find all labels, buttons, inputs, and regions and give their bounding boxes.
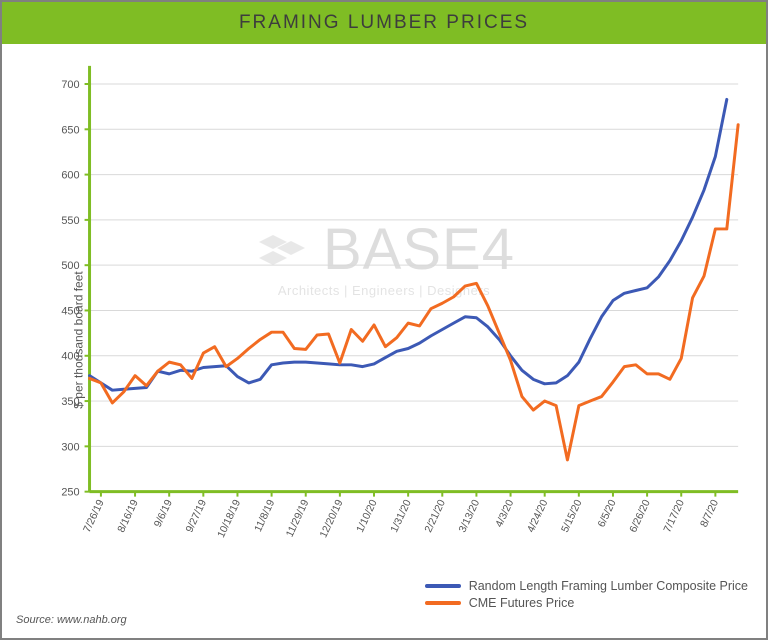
svg-text:2/21/20: 2/21/20 [423, 498, 448, 534]
legend-item: Random Length Framing Lumber Composite P… [425, 579, 748, 593]
legend: Random Length Framing Lumber Composite P… [425, 576, 748, 610]
svg-text:10/18/19: 10/18/19 [216, 498, 243, 540]
svg-text:350: 350 [61, 396, 79, 408]
svg-text:5/15/20: 5/15/20 [560, 498, 585, 534]
svg-text:9/27/19: 9/27/19 [184, 498, 209, 534]
svg-text:300: 300 [61, 441, 79, 453]
svg-text:6/26/20: 6/26/20 [628, 498, 653, 534]
svg-text:1/10/20: 1/10/20 [355, 498, 380, 534]
chart-svg: 250 300 350 400 450 500 550 600 650 700 7/26/19 8/1… [2, 44, 766, 637]
chart-wrap: $ per thousand board feet BASE4 Architec… [2, 44, 766, 636]
svg-text:650: 650 [61, 124, 79, 136]
svg-text:3/13/20: 3/13/20 [457, 498, 482, 534]
legend-label: CME Futures Price [469, 596, 575, 610]
svg-text:700: 700 [61, 79, 79, 91]
chart-container: FRAMING LUMBER PRICES $ per thousand boa… [0, 0, 768, 640]
legend-label: Random Length Framing Lumber Composite P… [469, 579, 748, 593]
source-text: Source: www.nahb.org [16, 614, 127, 626]
svg-text:6/5/20: 6/5/20 [596, 498, 618, 529]
svg-text:7/26/19: 7/26/19 [82, 498, 107, 534]
svg-text:12/20/19: 12/20/19 [318, 498, 345, 540]
svg-text:4/3/20: 4/3/20 [494, 498, 516, 529]
svg-text:550: 550 [61, 215, 79, 227]
legend-swatch [425, 601, 461, 605]
legend-item: CME Futures Price [425, 596, 748, 610]
svg-text:11/29/19: 11/29/19 [285, 498, 312, 539]
svg-text:8/7/20: 8/7/20 [699, 498, 721, 529]
svg-text:250: 250 [61, 487, 79, 499]
svg-text:7/17/20: 7/17/20 [662, 498, 687, 534]
svg-text:4/24/20: 4/24/20 [526, 498, 551, 534]
svg-text:8/16/19: 8/16/19 [116, 498, 141, 534]
svg-text:600: 600 [61, 170, 79, 182]
svg-text:500: 500 [61, 260, 79, 272]
svg-text:1/31/20: 1/31/20 [389, 498, 414, 534]
legend-swatch [425, 584, 461, 588]
chart-title: FRAMING LUMBER PRICES [2, 2, 766, 44]
svg-text:11/8/19: 11/8/19 [253, 498, 277, 534]
svg-text:9/6/19: 9/6/19 [153, 498, 175, 529]
svg-text:400: 400 [61, 351, 79, 363]
svg-text:450: 450 [61, 305, 79, 317]
